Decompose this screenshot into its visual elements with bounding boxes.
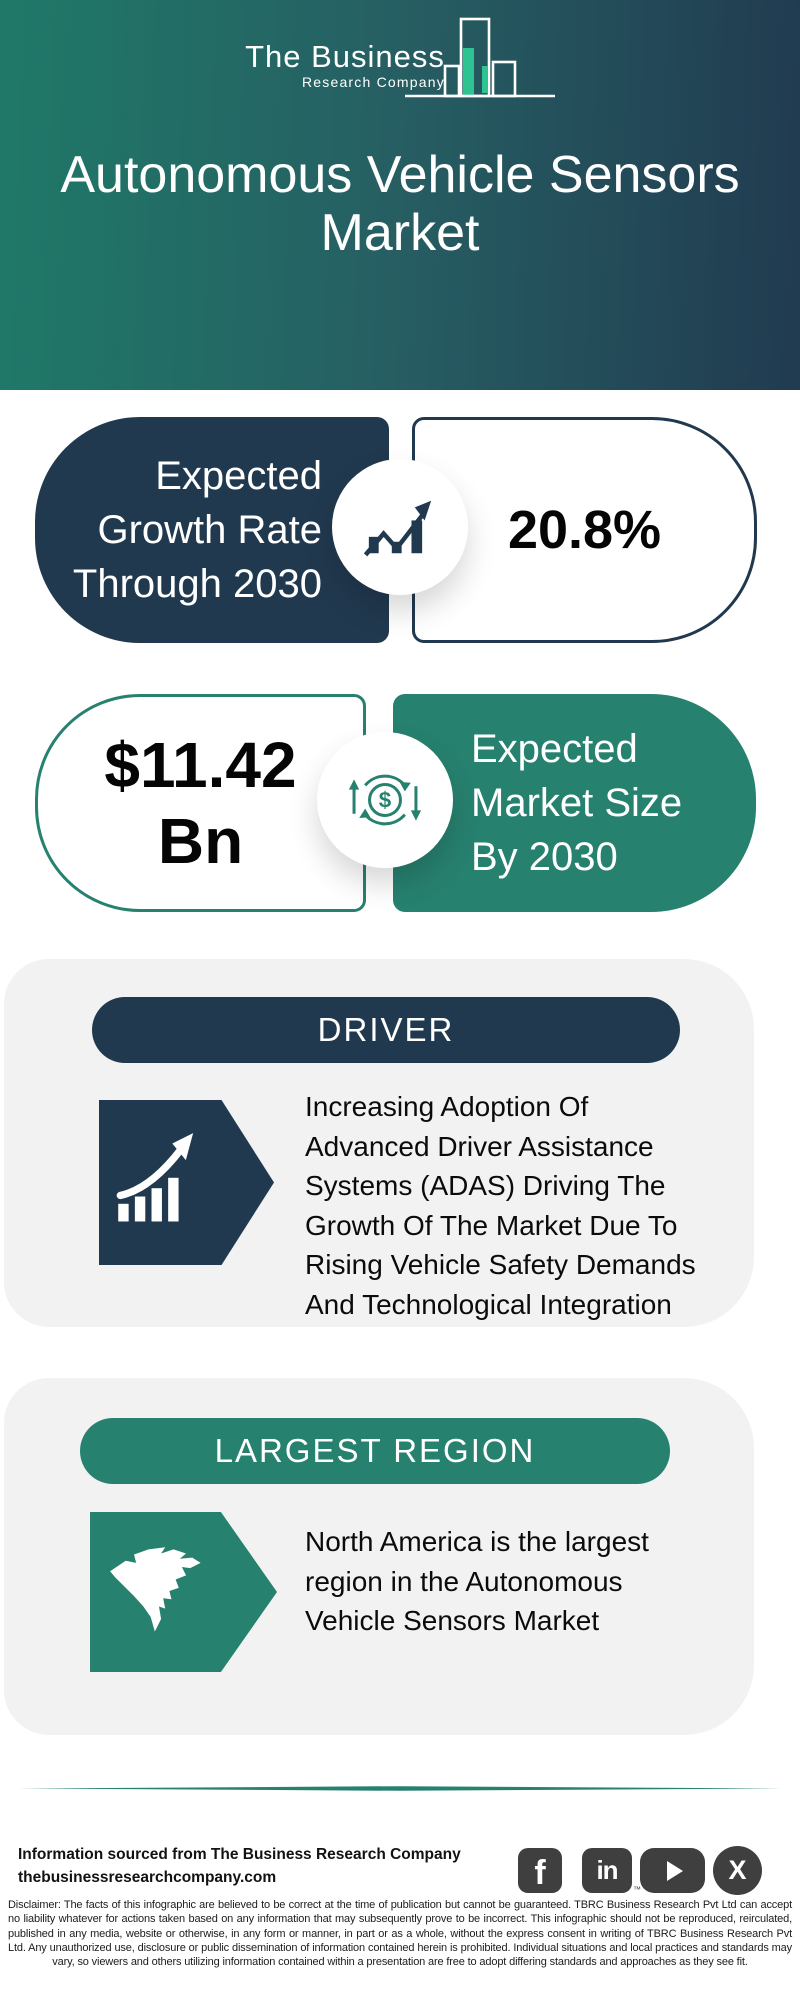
growth-rate-label: Expected Growth Rate Through 2030 <box>72 454 322 606</box>
hero-header: The Business Research Company Autonomous… <box>0 0 800 390</box>
disclaimer-text: Disclaimer: The facts of this infographi… <box>8 1899 792 1969</box>
growth-chart-icon <box>332 459 468 595</box>
linkedin-icon[interactable]: in ™ <box>582 1848 641 1894</box>
market-size-value-pill: $11.42 Bn <box>35 694 366 912</box>
largest-region-text: North America is the largest region in th… <box>305 1526 649 1636</box>
play-triangle-icon <box>666 1860 683 1881</box>
linkedin-trademark: ™ <box>633 1885 641 1894</box>
market-size-unit: Bn <box>157 805 244 877</box>
website-link[interactable]: thebusinessresearchcompany.com <box>18 1869 277 1886</box>
source-info: Information sourced from The Business Re… <box>18 1843 461 1889</box>
money-cycle-icon: $ <box>317 732 453 868</box>
logo-line1: The Business <box>245 39 445 74</box>
growth-rate-label-pill: Expected Growth Rate Through 2030 <box>35 417 389 643</box>
svg-text:$: $ <box>379 788 392 813</box>
facebook-icon[interactable]: f <box>518 1848 562 1893</box>
growth-rate-card: Expected Growth Rate Through 2030 20.8% <box>35 417 757 643</box>
largest-region-section: LARGEST REGION North America is the larg… <box>4 1378 754 1735</box>
page-title: Autonomous Vehicle Sensors Market <box>60 146 740 262</box>
north-america-map-icon <box>90 1512 277 1672</box>
market-size-card: $11.42 Bn Expected Market Size By 2030 $ <box>35 694 757 912</box>
x-twitter-icon[interactable]: X <box>713 1846 762 1895</box>
driver-text: Increasing Adoption Of Advanced Driver As… <box>305 1091 696 1320</box>
driver-section: DRIVER Increasing Adoption Of Advanced Dr… <box>4 959 754 1327</box>
largest-region-heading: LARGEST REGION <box>80 1418 670 1484</box>
market-size-label-pill: Expected Market Size By 2030 <box>393 694 756 912</box>
company-logo: The Business Research Company <box>0 16 800 100</box>
source-line: Information sourced from The Business Re… <box>18 1846 461 1863</box>
driver-heading: DRIVER <box>92 997 680 1063</box>
logo-text: The Business Research Company <box>245 41 445 100</box>
market-size-label: Expected Market Size By 2030 <box>471 727 683 879</box>
growth-rate-value: 20.8% <box>507 500 662 560</box>
logo-line2: Research Company <box>301 74 445 90</box>
bar-chart-logo-icon <box>404 17 555 98</box>
market-size-amount: $11.42 <box>104 729 297 801</box>
footer-divider <box>18 1786 782 1791</box>
market-size-value: $11.42 Bn <box>104 727 296 879</box>
youtube-icon[interactable] <box>640 1848 705 1893</box>
growth-arrow-badge-icon <box>99 1100 274 1265</box>
